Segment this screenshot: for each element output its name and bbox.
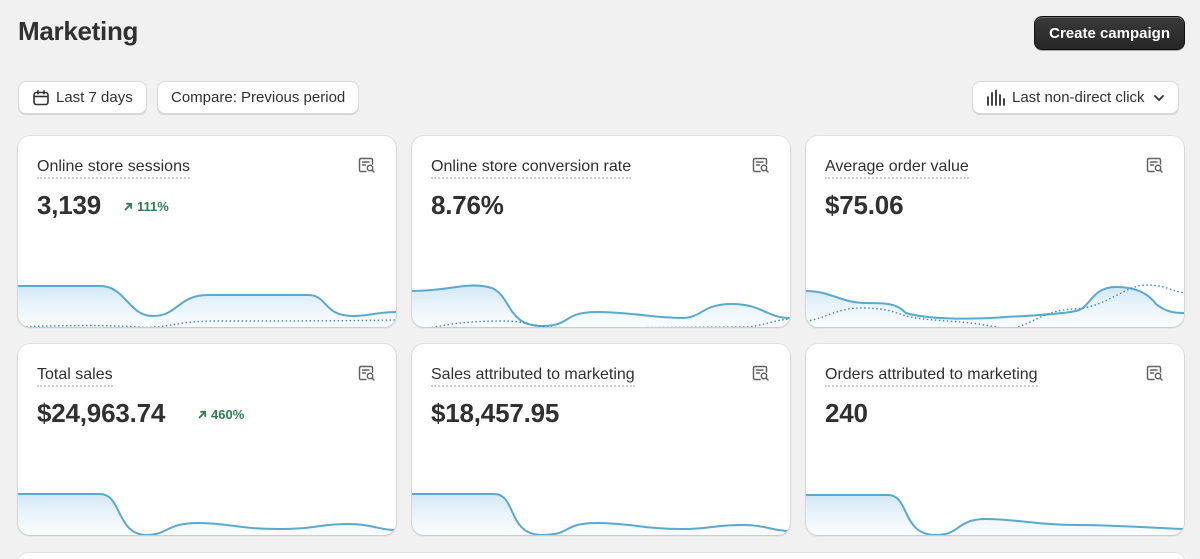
date-range-button[interactable]: Last 7 days (18, 81, 147, 114)
metric-value: 3,139 (37, 190, 102, 220)
metric-card[interactable]: Orders attributed to marketing240627% (806, 344, 1184, 535)
metric-title[interactable]: Online store conversion rate (431, 158, 632, 179)
compare-label: Compare: Previous period (171, 89, 346, 106)
sparkline-chart (806, 494, 1184, 535)
metric-change-value: 111% (137, 199, 169, 214)
report-search-icon[interactable] (358, 364, 376, 387)
arrow-up-right-icon (198, 407, 211, 422)
metric-change-value: 460% (211, 407, 245, 422)
arrow-up-right-icon (124, 199, 137, 214)
bar-chart-icon (987, 89, 1005, 106)
metric-value: 240 (825, 398, 868, 428)
metric-value: $18,457.95 (431, 398, 560, 428)
sparkline-current-period (412, 284, 790, 327)
metric-card[interactable]: Average order value$75.0613% (806, 136, 1184, 327)
metric-title[interactable]: Total sales (37, 366, 113, 387)
sparkline-current-period (412, 493, 790, 535)
sparkline-area (18, 494, 396, 535)
sparkline-current-period (806, 494, 1184, 535)
metric-value: 8.76% (431, 190, 504, 220)
report-search-icon[interactable] (1146, 364, 1164, 387)
calendar-icon (33, 89, 49, 105)
sparkline-chart (412, 493, 790, 535)
metric-title[interactable]: Average order value (825, 158, 969, 179)
metric-card[interactable]: Online store sessions 3,139 111% (18, 136, 396, 327)
page-title: Marketing (18, 16, 139, 46)
metric-change-badge: 460% (198, 407, 244, 422)
sparkline-area (412, 494, 790, 535)
sparkline-chart (18, 493, 396, 535)
report-search-icon[interactable] (752, 364, 770, 387)
sparkline-previous-period (18, 319, 396, 327)
sparkline-chart (412, 284, 790, 327)
metric-title[interactable]: Sales attributed to marketing (431, 366, 635, 387)
sparkline-area (806, 495, 1184, 535)
report-search-icon[interactable] (1146, 156, 1164, 179)
metric-title[interactable]: Online store sessions (37, 158, 190, 179)
sparkline-chart (806, 284, 1184, 327)
compare-button[interactable]: Compare: Previous period (157, 81, 360, 114)
attribution-model-select[interactable]: Last non-direct click (972, 81, 1179, 114)
metric-value: $75.06 (825, 190, 904, 220)
metric-change-badge: 111% (124, 199, 169, 214)
sparkline-current-period (18, 493, 396, 535)
date-range-label: Last 7 days (56, 89, 133, 106)
chevron-down-icon (1153, 94, 1164, 101)
sparkline-area (806, 287, 1184, 327)
sparkline-previous-period (429, 318, 790, 327)
sparkline-area (412, 285, 790, 327)
metric-title[interactable]: Orders attributed to marketing (825, 366, 1038, 387)
sparkline-current-period (806, 285, 1184, 320)
attribution-label: Last non-direct click (1012, 89, 1145, 106)
metric-card[interactable]: Sales attributed to marketing$18,457.956… (412, 344, 790, 535)
next-card-edge (18, 553, 1185, 559)
sparkline-chart (18, 285, 396, 327)
create-campaign-button[interactable]: Create campaign (1034, 16, 1185, 50)
report-search-icon[interactable] (358, 156, 376, 179)
report-search-icon[interactable] (752, 156, 770, 179)
sparkline-area (18, 286, 396, 327)
metric-value: $24,963.74 (37, 398, 166, 428)
metric-card[interactable]: Total sales $24,963.74 460% (18, 344, 396, 535)
sparkline-current-period (18, 285, 396, 318)
